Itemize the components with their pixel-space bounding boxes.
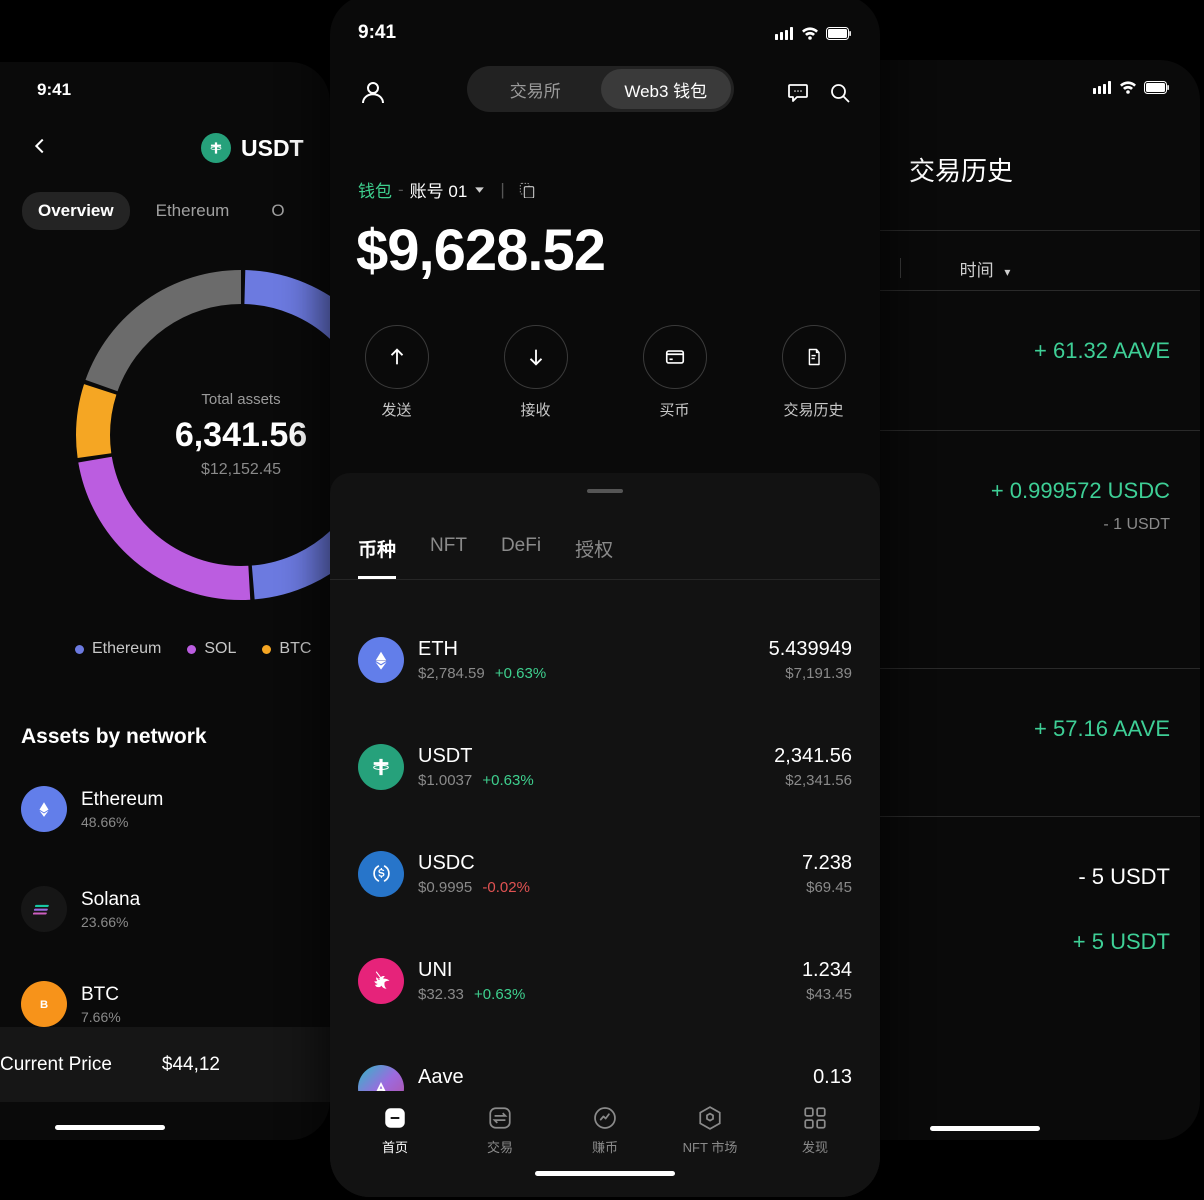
svg-text:B: B <box>40 999 48 1011</box>
